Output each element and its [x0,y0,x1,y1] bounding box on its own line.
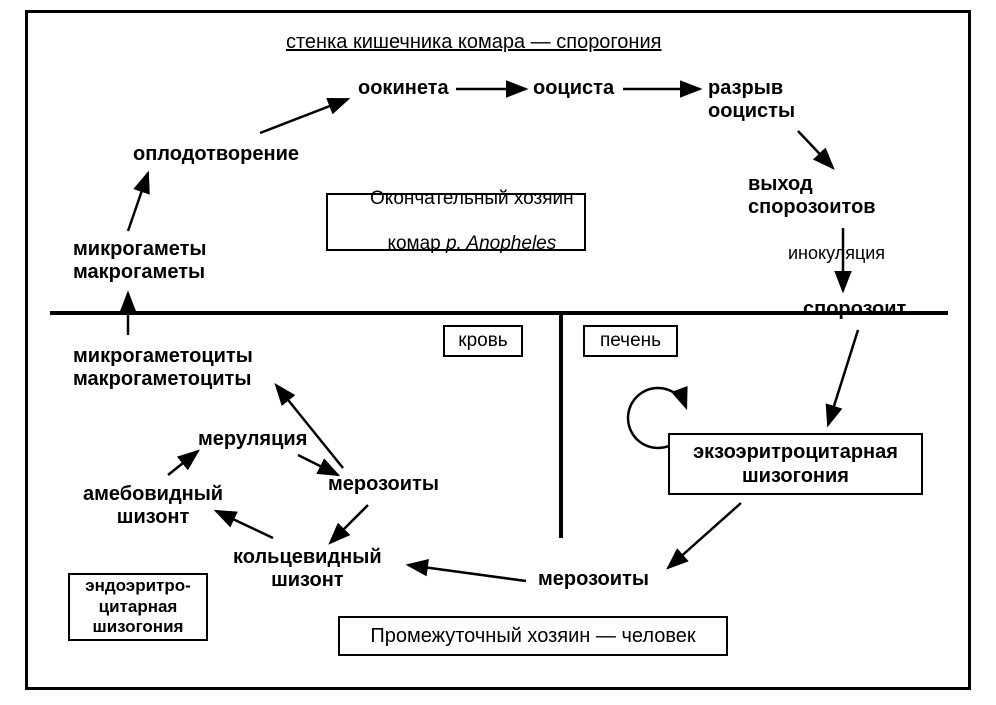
node-merozoity-left: мерозоиты [328,473,439,496]
box-endoerythrocytic: эндоэритро- цитарная шизогония [68,573,208,641]
node-merozoity-right: мерозоиты [538,568,649,591]
edge-gamety_u [128,173,148,231]
endoerythrocytic-label: эндоэритро- цитарная шизогония [85,576,191,637]
node-oplodotvorenie: оплодотворение [133,143,299,166]
definitive-host-text: Окончательный хозяин комар p. Anopheles [338,165,573,279]
edge-mero_r_l [408,565,526,581]
node-ameboid-shizont: амебовидный шизонт [83,483,223,529]
exoerythrocytic-label: экзоэритроцитарная шизогония [693,440,898,488]
edge-exo_d [668,503,741,568]
diagram-frame: стенка кишечника комара — спорогония оок… [25,10,971,690]
box-liver: печень [583,325,678,357]
node-razryv-oocisty: разрыв ооцисты [708,77,795,123]
box-blood: кровь [443,325,523,357]
edge-razryv_d [798,131,833,168]
liver-label: печень [600,330,661,353]
box-exoerythrocytic: экзоэритроцитарная шизогония [668,433,923,495]
node-mikrogamety: микрогаметы макрогаметы [73,238,207,284]
edge-ameboid_u [168,451,198,475]
edge-merozoit_u [276,385,343,468]
node-vyhod-sporozoitov: выход спорозоитов [748,173,876,219]
intermediate-host-label: Промежуточный хозяин — человек [370,624,695,648]
box-intermediate-host: Промежуточный хозяин — человек [338,616,728,656]
edge-kolcevid_u [216,511,273,538]
label-inokulyaciya: инокуляция [788,243,885,264]
node-kolcevid-shizont: кольцевидный шизонт [233,546,382,592]
node-ookineta: оокинета [358,77,449,100]
blood-label: кровь [458,330,507,353]
edge-merozoit_d [330,505,368,543]
edge-sporozoite_d [828,330,858,425]
node-merulyaciya: меруляция [198,428,307,451]
node-mikrogametocity: микрогаметоциты макрогаметоциты [73,345,253,391]
node-sporozoite: спорозоит [803,298,906,321]
node-oocista: ооциста [533,77,614,100]
box-definitive-host: Окончательный хозяин комар p. Anopheles [326,193,586,251]
section-title: стенка кишечника комара — спорогония [286,31,661,54]
edge-oplod_u [260,99,348,133]
edge-merul_dr [298,455,338,475]
